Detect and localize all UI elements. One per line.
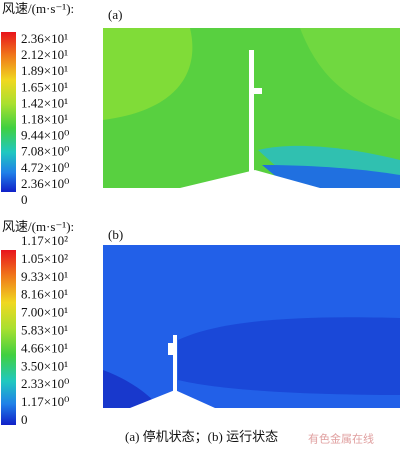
colorbar-label: 1.18×10¹	[21, 111, 68, 126]
caption: (a) 停机状态；(b) 运行状态	[125, 429, 278, 445]
colorbar-labels: 2.36×10¹2.12×10¹1.89×10¹1.65×10¹1.42×10¹…	[21, 31, 69, 207]
panel-b: 风速/(m·s⁻¹): (b) 1.17×10² 1.05×10² 9.33×10¹…	[1, 219, 400, 427]
panel-label: (b)	[108, 227, 123, 242]
colorbar-label: 1.05×10²	[21, 251, 68, 266]
colorbar-label: 9.33×10¹	[21, 269, 68, 284]
colorbar	[1, 32, 16, 192]
colorbar-label: 2.12×10¹	[21, 47, 68, 62]
colorbar-label: 8.16×10¹	[21, 287, 68, 302]
colorbar-label: 4.72×10⁰	[21, 160, 69, 175]
colorbar-label: 0	[21, 412, 28, 427]
contour	[178, 317, 400, 395]
panel-label: (a)	[108, 7, 122, 22]
legend-title: 风速/(m·s⁻¹):	[2, 219, 74, 234]
colorbar-label: 2.36×10⁰	[21, 176, 69, 191]
panel-a: 风速/(m·s⁻¹): (a) 2.36×10¹2.12×10¹1.89×10¹…	[1, 1, 400, 207]
hill	[130, 390, 215, 408]
tower	[173, 335, 177, 393]
colorbar-label: 0	[21, 192, 28, 207]
contour	[103, 28, 193, 120]
rotor	[168, 343, 173, 355]
colorbar-label: 1.65×10¹	[21, 79, 68, 94]
colorbar-label: 2.36×10¹	[21, 31, 68, 46]
tower	[249, 50, 254, 178]
colorbar-label: 3.50×10¹	[21, 358, 68, 373]
colorbar	[1, 250, 16, 425]
colorbar-label: 5.83×10¹	[21, 322, 68, 337]
colorbar-label: 7.00×10¹	[21, 305, 68, 320]
colorbar-label: 1.42×10¹	[21, 95, 68, 110]
colorbar-labels: 1.17×10² 1.05×10² 9.33×10¹ 8.16×10¹ 7.00×10¹…	[21, 233, 69, 427]
colorbar-label: 7.08×10⁰	[21, 144, 69, 159]
colorbar-label: 4.66×10¹	[21, 340, 68, 355]
contour	[300, 28, 400, 120]
contour	[103, 370, 160, 408]
colorbar-label: 1.17×10²	[21, 233, 68, 248]
colorbar-label: 2.33×10⁰	[21, 376, 69, 391]
colorbar-label: 9.44×10⁰	[21, 128, 69, 143]
watermark: 有色金属在线	[308, 432, 374, 446]
legend-title: 风速/(m·s⁻¹):	[2, 1, 74, 16]
colorbar-label: 1.17×10⁰	[21, 394, 69, 409]
nacelle	[254, 88, 262, 94]
hill	[180, 170, 320, 188]
colorbar-label: 1.89×10¹	[21, 63, 68, 78]
